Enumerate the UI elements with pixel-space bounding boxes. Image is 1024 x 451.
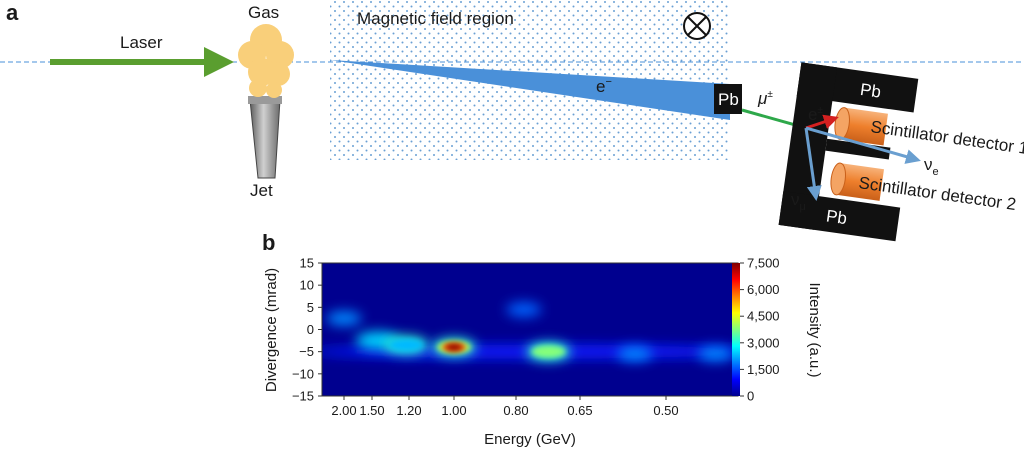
x-tick-label: 1.50 bbox=[359, 403, 384, 418]
pb-top-label: Pb bbox=[859, 80, 882, 102]
y-tick-label: 10 bbox=[300, 278, 314, 293]
panel-b: b 2.00 1.50 1.20 1.00 0.80 0.65 0.50 15 10 5 0 −5 −… bbox=[262, 230, 823, 448]
gas-cloud-icon bbox=[238, 24, 294, 98]
heatmap-blobs bbox=[322, 302, 738, 362]
panel-b-label: b bbox=[262, 230, 275, 255]
x-tick-label: 2.00 bbox=[331, 403, 356, 418]
nu-mu-label: νμ bbox=[791, 190, 806, 213]
into-page-icon bbox=[683, 12, 711, 40]
heatmap-blob bbox=[389, 339, 424, 352]
x-axis-label: Energy (GeV) bbox=[484, 431, 576, 448]
heatmap-blob bbox=[326, 311, 362, 326]
y-tick-label: 0 bbox=[307, 322, 314, 337]
magnetic-field-label: Magnetic field region bbox=[357, 9, 514, 28]
laser-label: Laser bbox=[120, 33, 163, 52]
colorbar-tick-label: 7,500 bbox=[747, 256, 780, 271]
colorbar-ticks: 7,500 6,000 4,500 3,000 1,500 0 bbox=[740, 256, 780, 404]
y-tick-label: 5 bbox=[307, 300, 314, 315]
x-tick-label: 0.80 bbox=[503, 403, 528, 418]
nu-mu-track bbox=[804, 127, 822, 201]
electron-beam bbox=[330, 60, 730, 120]
jet-label: Jet bbox=[250, 181, 273, 200]
colorbar-tick-label: 6,000 bbox=[747, 282, 780, 297]
gas-label: Gas bbox=[248, 3, 279, 22]
x-axis: 2.00 1.50 1.20 1.00 0.80 0.65 0.50 bbox=[331, 396, 679, 418]
y-tick-label: −10 bbox=[292, 366, 314, 381]
pb-target-label: Pb bbox=[718, 90, 739, 109]
colorbar-label: Intensity (a.u.) bbox=[806, 282, 823, 377]
colorbar-tick-label: 3,000 bbox=[747, 335, 780, 350]
y-axis-label: Divergence (mrad) bbox=[263, 268, 280, 392]
heatmap-blob bbox=[506, 302, 542, 317]
heatmap-blob bbox=[697, 346, 734, 362]
lead-shield: Pb Pb bbox=[778, 62, 919, 242]
muon-label: μ± bbox=[757, 89, 773, 108]
pb-bottom-label: Pb bbox=[825, 206, 848, 228]
colorbar bbox=[732, 263, 740, 396]
nu-e-label: νe bbox=[924, 155, 939, 178]
heatmap-blob bbox=[617, 346, 653, 362]
gas-jet-nozzle bbox=[248, 96, 282, 179]
positron-label: e± bbox=[808, 105, 823, 124]
x-tick-label: 0.65 bbox=[567, 403, 592, 418]
x-tick-label: 1.00 bbox=[441, 403, 466, 418]
heatmap-blob bbox=[446, 344, 462, 351]
colorbar-tick-label: 0 bbox=[747, 389, 754, 404]
y-axis: 15 10 5 0 −5 −10 −15 bbox=[292, 256, 322, 404]
colorbar-tick-label: 4,500 bbox=[747, 309, 780, 324]
heatmap-background bbox=[322, 263, 738, 396]
heatmap-blob bbox=[531, 345, 566, 358]
panel-a-label: a bbox=[6, 0, 19, 25]
scintillator-detector-2 bbox=[830, 162, 885, 201]
y-tick-label: 15 bbox=[300, 256, 314, 271]
x-tick-label: 1.20 bbox=[396, 403, 421, 418]
positron-track bbox=[805, 114, 839, 130]
panel-a: a Magnetic field region Laser Jet bbox=[0, 0, 1024, 242]
y-tick-label: −15 bbox=[292, 389, 314, 404]
y-tick-label: −5 bbox=[299, 344, 314, 359]
x-tick-label: 0.50 bbox=[653, 403, 678, 418]
colorbar-tick-label: 1,500 bbox=[747, 362, 780, 377]
pb-target bbox=[714, 84, 742, 114]
nu-e-track bbox=[805, 126, 921, 164]
electron-label: e− bbox=[596, 76, 612, 96]
